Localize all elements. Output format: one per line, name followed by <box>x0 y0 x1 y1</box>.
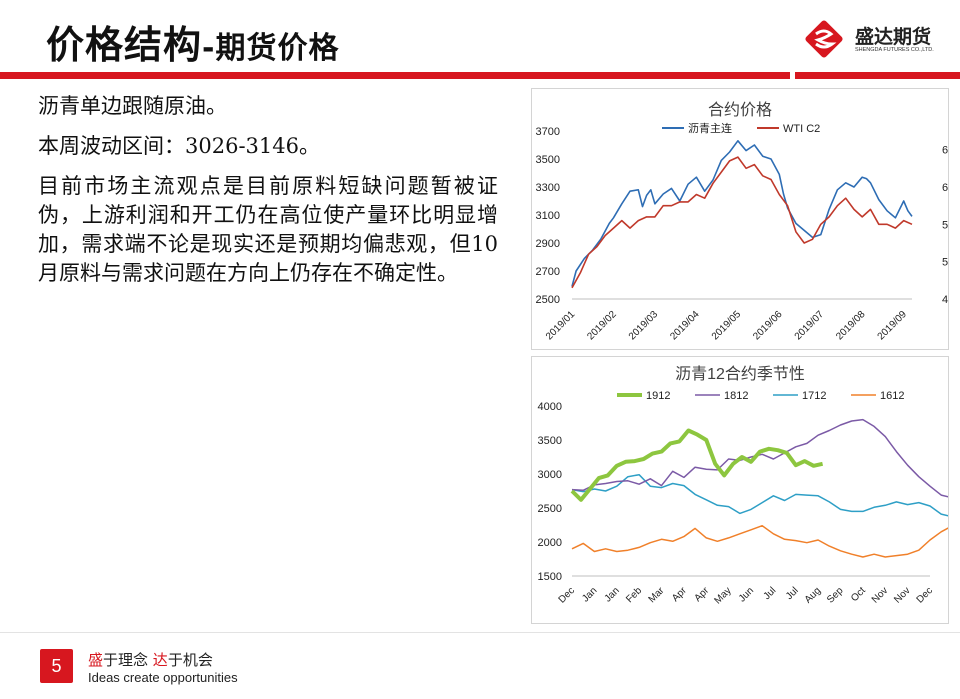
chart2-x-tick: Sep <box>825 585 846 606</box>
chart2-x-tick: Apr <box>670 585 689 604</box>
chart2-series-line-2 <box>571 473 953 518</box>
chart1-x-tick: 2019/07 <box>793 309 827 343</box>
chart1-y-tick: 2500 <box>536 294 560 306</box>
chart1-y-tick: 2900 <box>536 238 560 250</box>
page-number: 5 <box>40 649 73 683</box>
title-underline <box>0 72 790 79</box>
chart2-y-tick: 3500 <box>538 435 562 447</box>
slogan-char-2: 达 <box>152 651 168 669</box>
chart2-x-tick: Jan <box>603 585 622 604</box>
summary-paragraph-1: 沥青单边跟随原油。 <box>38 94 227 118</box>
chart2-legend-label-1: 1812 <box>724 390 748 402</box>
chart2-x-tick: May <box>712 585 733 606</box>
chart2-y-tick: 4000 <box>538 401 562 413</box>
chart2-x-tick: Apr <box>692 585 711 604</box>
contract-price-chart-panel: 合约价格沥青主连 WTI C2 2500 2700 2900 3100 3300 3500 37… <box>531 88 955 350</box>
chart1-series-line-0 <box>571 139 913 287</box>
chart2-x-tick: Jun <box>737 585 756 604</box>
chart2-series-line-3 <box>571 524 953 558</box>
page-title-main: 价格结构 <box>46 23 203 67</box>
chart2-x-tick: Dec <box>915 585 935 605</box>
chart2-x-tick: Nov <box>892 585 912 605</box>
chart1-y-tick: 3300 <box>536 182 560 194</box>
page-title-sub: -期货价格 <box>202 31 340 66</box>
chart2-x-tick: Jan <box>580 585 599 604</box>
chart2-series-line-1 <box>571 418 953 499</box>
company-logo: 盛达期货 SHENGDA FUTURES CO.,LTD. <box>803 16 953 60</box>
chart2-y-tick: 2500 <box>538 503 562 515</box>
chart2-x-tick: Jul <box>762 585 779 602</box>
chart1-x-tick: 2019/06 <box>751 309 785 343</box>
chart1-y2-tick: 65 <box>942 145 948 157</box>
summary-paragraph-2: 本周波动区间：3026-3146。 <box>38 134 320 158</box>
chart1-x-tick: 2019/01 <box>544 309 578 343</box>
chart2-legend-label-0: 1912 <box>646 390 670 402</box>
chart2-series-line-0 <box>570 428 824 502</box>
chart2-title: 沥青12合约季节性 <box>675 365 805 383</box>
chart1-y2-tick: 45 <box>942 294 948 306</box>
footer-divider <box>0 632 960 633</box>
chart1-x-tick: 2019/09 <box>876 309 910 343</box>
chart1-y-tick: 2700 <box>536 266 560 278</box>
logo-name: 盛达期货 <box>855 26 932 48</box>
logo-english-name: SHENGDA FUTURES CO.,LTD. <box>855 47 934 53</box>
chart2-y-tick: 3000 <box>538 469 562 481</box>
slogan-part-1: 于理念 <box>103 651 153 669</box>
seasonality-chart: 沥青12合约季节性 1912 1812 1712 1612 1500 2000 2500 300… <box>538 365 953 606</box>
chart1-x-tick: 2019/08 <box>834 309 868 343</box>
footer-slogan-english: Ideas create opportunities <box>88 670 238 685</box>
chart1-x-tick: 2019/04 <box>668 309 702 343</box>
chart1-legend-label-0: 沥青主连 <box>688 122 732 135</box>
chart2-x-tick: Mar <box>647 585 667 605</box>
chart1-y-tick: 3500 <box>536 154 560 166</box>
chart1-x-tick: 2019/05 <box>710 309 744 343</box>
chart1-x-tick: 2019/02 <box>585 309 619 343</box>
chart1-y-tick: 3100 <box>536 210 560 222</box>
chart1-y2-tick: 50 <box>942 257 948 269</box>
chart2-x-tick: Dec <box>557 585 577 605</box>
seasonality-chart-panel: 沥青12合约季节性 1912 1812 1712 1612 1500 2000 2500 300… <box>531 356 953 624</box>
chart2-x-tick: Jul <box>784 585 801 602</box>
title-underline-right <box>795 72 960 79</box>
chart2-x-tick: Nov <box>870 585 890 605</box>
page-title: 价格结构-期货价格 <box>46 14 339 69</box>
logo-mark-icon <box>805 20 843 58</box>
footer-slogan: 盛于理念 达于机会 <box>88 649 213 670</box>
chart1-y-tick: 3700 <box>536 126 560 138</box>
chart1-title: 合约价格 <box>708 101 772 119</box>
chart2-x-tick: Aug <box>803 585 823 605</box>
chart1-y2-tick: 55 <box>942 219 948 231</box>
chart2-legend-label-2: 1712 <box>802 390 826 402</box>
chart1-y2-tick: 60 <box>942 182 948 194</box>
summary-paragraph-3: 目前市场主流观点是目前原料短缺问题暂被证伪，上游利润和开工仍在高位使产量环比明显… <box>38 174 498 285</box>
slogan-char-1: 盛 <box>88 651 104 669</box>
chart2-y-tick: 1500 <box>538 571 562 583</box>
chart1-legend-label-1: WTI C2 <box>783 123 820 135</box>
chart2-y-tick: 2000 <box>538 537 562 549</box>
chart2-x-tick: Oct <box>849 585 868 604</box>
chart1-x-tick: 2019/03 <box>627 309 661 343</box>
slogan-part-2: 于机会 <box>167 651 213 669</box>
chart2-legend-label-3: 1612 <box>880 390 904 402</box>
chart2-x-tick: Feb <box>624 585 644 605</box>
chart1-series-line-1 <box>571 156 913 289</box>
